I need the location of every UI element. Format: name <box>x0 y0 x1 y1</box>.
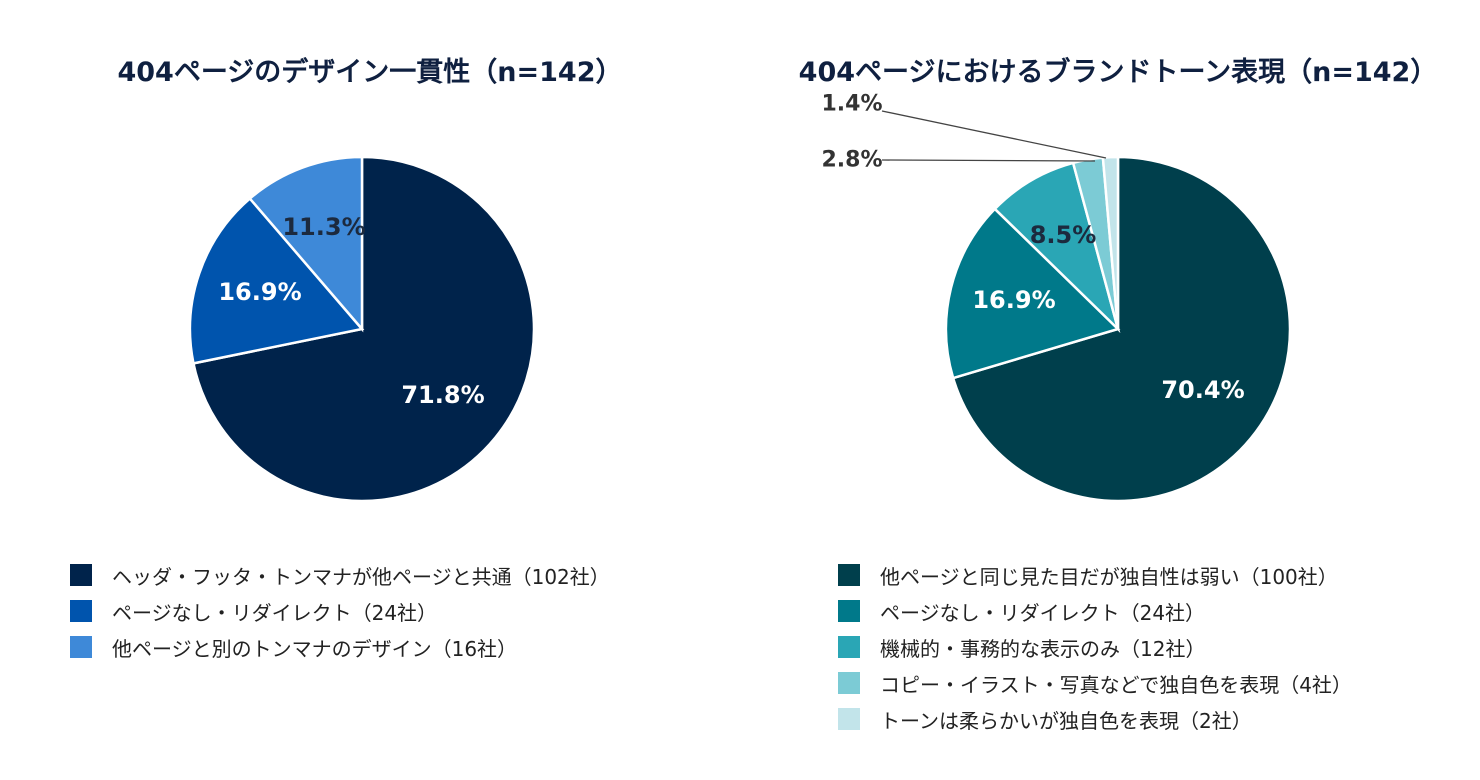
pie-right: 70.4% 16.9% 8.5% 2.8% 1.4% <box>821 92 1292 503</box>
legend-swatch <box>838 708 860 730</box>
legend-left: ヘッダ・フッタ・トンマナが他ページと共通（102社） ページなし・リダイレクト（2… <box>70 557 610 665</box>
legend-item: ページなし・リダイレクト（24社） <box>838 593 1352 629</box>
legend-label: ページなし・リダイレクト（24社） <box>112 600 438 625</box>
legend-label: 他ページと同じ見た目だが独自性は弱い（100社） <box>880 564 1338 589</box>
legend-swatch <box>70 564 92 586</box>
pie-slice-0-0 <box>191 155 536 503</box>
legend-item: コピー・イラスト・写真などで独自色を表現（4社） <box>838 665 1352 701</box>
pie-left: 71.8% 16.9% 11.3% <box>188 155 536 503</box>
legend-item: 他ページと別のトンマナのデザイン（16社） <box>70 629 610 665</box>
legend-label: ページなし・リダイレクト（24社） <box>880 600 1206 625</box>
callout-line-1-3 <box>881 159 1096 162</box>
legend-right: 他ページと同じ見た目だが独自性は弱い（100社） ページなし・リダイレクト（24社… <box>838 557 1352 737</box>
legend-swatch <box>70 600 92 622</box>
legend-item: 他ページと同じ見た目だが独自性は弱い（100社） <box>838 557 1352 593</box>
legend-item: トーンは柔らかいが独自色を表現（2社） <box>838 701 1352 737</box>
legend-label: ヘッダ・フッタ・トンマナが他ページと共通（102社） <box>112 564 610 589</box>
slice-value-label-1-1: 16.9% <box>972 286 1055 314</box>
pie-slice-1-2 <box>993 161 1121 334</box>
legend-swatch <box>838 636 860 658</box>
chart-title-right: 404ページにおけるブランドトーン表現（n=142） <box>798 57 1438 88</box>
pie-slice-0-1 <box>188 196 365 365</box>
callout-line-1-4 <box>881 110 1107 159</box>
slice-value-label-0-1: 16.9% <box>218 278 301 306</box>
slice-value-label-1-2: 8.5% <box>1030 221 1097 249</box>
legend-swatch <box>70 636 92 658</box>
legend-item: 機械的・事務的な表示のみ（12社） <box>838 629 1352 665</box>
legend-label: 他ページと別のトンマナのデザイン（16社） <box>112 636 518 661</box>
legend-item: ページなし・リダイレクト（24社） <box>70 593 610 629</box>
legend-item: ヘッダ・フッタ・トンマナが他ページと共通（102社） <box>70 557 610 593</box>
pie-slice-1-1 <box>944 207 1121 380</box>
legend-swatch <box>838 600 860 622</box>
legend-label: 機械的・事務的な表示のみ（12社） <box>880 636 1206 661</box>
slice-value-label-0-0: 71.8% <box>401 381 484 409</box>
legend-swatch <box>838 672 860 694</box>
slice-value-label-1-3: 2.8% <box>821 148 882 173</box>
slice-value-label-1-0: 70.4% <box>1161 376 1244 404</box>
chart-title-left: 404ページのデザイン一貫性（n=142） <box>117 57 623 88</box>
legend-label: トーンは柔らかいが独自色を表現（2社） <box>880 708 1252 733</box>
legend-swatch <box>838 564 860 586</box>
slice-value-label-0-2: 11.3% <box>282 213 365 241</box>
pie-slice-1-0 <box>951 155 1292 503</box>
slice-value-label-1-4: 1.4% <box>821 92 882 117</box>
legend-label: コピー・イラスト・写真などで独自色を表現（4社） <box>880 672 1352 697</box>
pie-slice-0-2 <box>248 155 364 333</box>
